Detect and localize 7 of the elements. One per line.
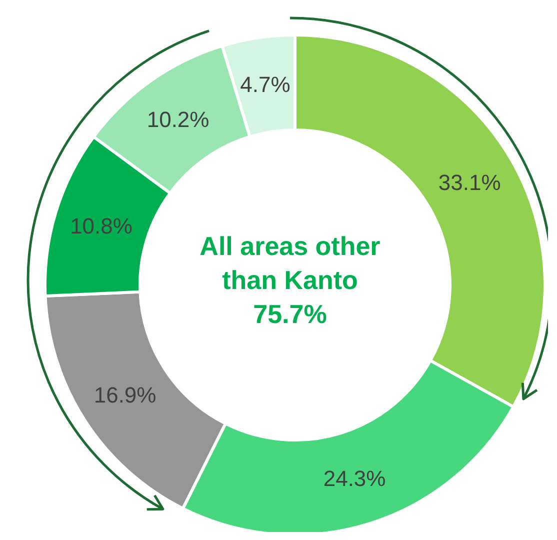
data-label: 24.3%: [323, 466, 386, 492]
data-label: 10.8%: [70, 214, 132, 239]
data-label: 33.1%: [438, 170, 501, 195]
data-label: 16.9%: [94, 382, 156, 408]
text: All areas other than Kanto 75.7%: [200, 231, 380, 329]
data-label: 10.2%: [146, 107, 210, 132]
data-label: 4.7%: [240, 72, 290, 98]
